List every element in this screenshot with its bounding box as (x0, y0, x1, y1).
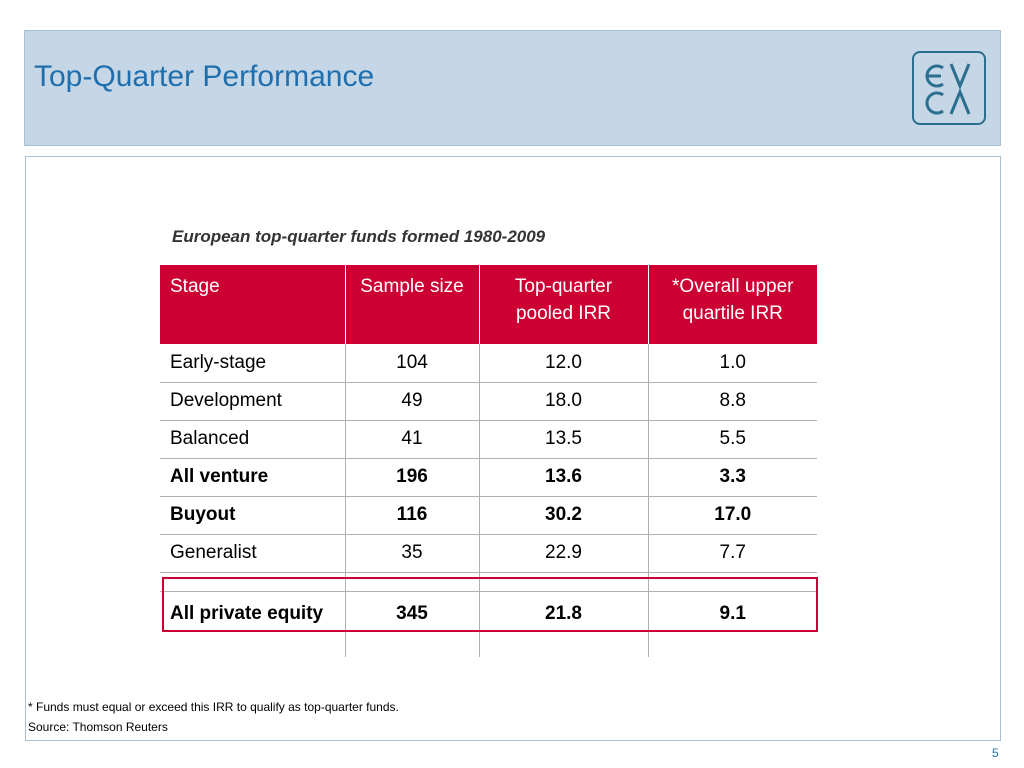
table-row: All venture 196 13.6 3.3 (160, 458, 817, 497)
header-bar (24, 30, 1001, 146)
table-row: Buyout 116 30.2 17.0 (160, 496, 817, 535)
page-title: Top-Quarter Performance (34, 60, 375, 93)
row-pooled-irr: 18.0 (478, 382, 648, 421)
performance-table: Stage Sample size Top-quarter pooled IRR… (160, 265, 817, 657)
row-stage: Early-stage (160, 344, 345, 383)
row-upper-quartile-irr: 3.3 (647, 458, 817, 497)
table-row: Early-stage 104 12.0 1.0 (160, 344, 817, 383)
row-pooled-irr: 30.2 (478, 496, 648, 535)
source-note: Source: Thomson Reuters (28, 720, 168, 734)
row-pooled-irr: 22.9 (478, 534, 648, 573)
row-upper-quartile-irr: 5.5 (647, 420, 817, 459)
row-upper-quartile-irr: 17.0 (647, 496, 817, 535)
row-pooled-irr: 13.5 (478, 420, 648, 459)
table-row-total: All private equity 345 21.8 9.1 (160, 591, 817, 657)
row-sample-size: 345 (344, 591, 479, 657)
row-sample-size: 41 (344, 420, 479, 459)
evca-logo (912, 51, 986, 125)
table-header-row: Stage Sample size Top-quarter pooled IRR… (160, 265, 817, 344)
column-header-sample-size: Sample size (344, 265, 479, 344)
row-pooled-irr: 12.0 (478, 344, 648, 383)
row-stage: Generalist (160, 534, 345, 573)
row-stage: All private equity (170, 602, 324, 624)
row-sample-size: 196 (344, 458, 479, 497)
page-number: 5 (992, 746, 999, 760)
column-header-stage: Stage (160, 265, 345, 344)
row-stage: Buyout (160, 496, 345, 535)
footnote: * Funds must equal or exceed this IRR to… (28, 700, 399, 714)
table-subtitle: European top-quarter funds formed 1980-2… (172, 227, 546, 246)
row-stage: Development (160, 382, 345, 421)
row-stage: Balanced (160, 420, 345, 459)
column-header-pooled-irr: Top-quarter pooled IRR (478, 265, 648, 344)
row-sample-size: 116 (344, 496, 479, 535)
column-header-upper-quartile-irr: *Overall upper quartile IRR (647, 265, 817, 344)
row-upper-quartile-irr: 1.0 (647, 344, 817, 383)
table-spacer-row (160, 572, 817, 592)
row-sample-size: 104 (344, 344, 479, 383)
table-row: Balanced 41 13.5 5.5 (160, 420, 817, 459)
row-upper-quartile-irr: 8.8 (647, 382, 817, 421)
row-sample-size: 49 (344, 382, 479, 421)
row-sample-size: 35 (344, 534, 479, 573)
row-upper-quartile-irr: 9.1 (647, 591, 817, 657)
row-upper-quartile-irr: 7.7 (647, 534, 817, 573)
table-row: Generalist 35 22.9 7.7 (160, 534, 817, 573)
row-stage: All venture (160, 458, 345, 497)
table-row: Development 49 18.0 8.8 (160, 382, 817, 421)
row-pooled-irr: 13.6 (478, 458, 648, 497)
evca-logo-icon (925, 63, 971, 115)
row-pooled-irr: 21.8 (478, 591, 648, 657)
